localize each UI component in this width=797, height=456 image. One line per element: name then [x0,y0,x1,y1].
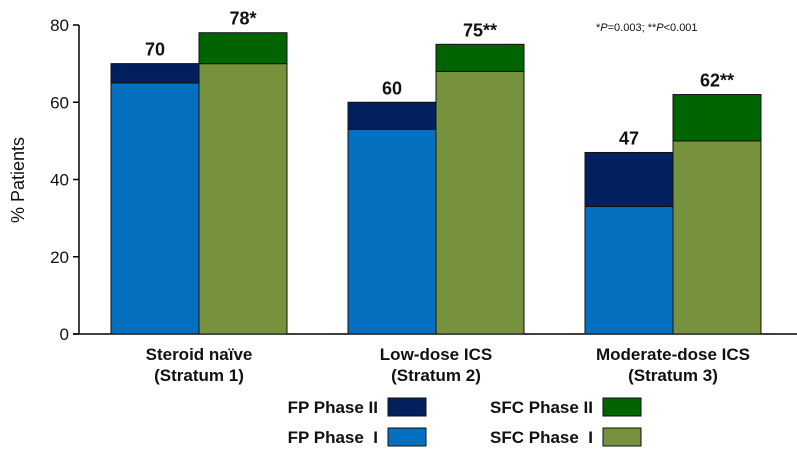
bar-segment-sfc-phase-i [198,63,288,335]
legend-label: FP Phase I [288,428,378,447]
bar-segment-sfc-phase-ii [198,32,288,65]
y-tick-label: 20 [50,248,69,267]
category-label: (Stratum 2) [391,366,481,385]
category-label: Steroid naïve [146,345,253,364]
bars [110,32,762,335]
bar-segment-fp-phase-i [347,128,437,335]
legend-swatch [387,427,427,447]
category-label: (Stratum 1) [154,366,244,385]
bar-segment-fp-phase-ii [110,63,200,84]
bar-segment-fp-phase-i [110,82,200,335]
category-label: Low-dose ICS [380,345,492,364]
total-label: 62** [700,71,734,91]
legend-swatch [602,397,642,417]
category-labels: Steroid naïve (Stratum 1) Low-dose ICS (Str… [146,345,750,385]
category-label: (Stratum 3) [628,366,718,385]
total-label: 47 [619,128,639,148]
bar-segment-sfc-phase-ii [435,43,525,72]
legend-label: SFC Phase I [490,428,593,447]
bar-segment-sfc-phase-i [435,70,525,335]
legend-swatch [602,427,642,447]
total-label: 75** [463,20,497,40]
legend: FP Phase II SFC Phase II FP Phase I SFC Pha… [288,397,642,447]
legend-swatch [387,397,427,417]
data-labels: 70 78* 60 75** 47 62** [145,9,734,149]
y-tick-label: 80 [50,16,69,35]
legend-label: FP Phase II [288,398,378,417]
bar-segment-fp-phase-i [584,206,674,335]
y-tick-label: 0 [60,325,69,344]
bar-segment-sfc-phase-i [672,140,762,335]
bar-segment-sfc-phase-ii [672,94,762,142]
y-axis-label: % Patients [8,137,28,223]
y-tick-label: 60 [50,93,69,112]
significance-annotation: *P=0.003; **P<0.001 [596,22,698,34]
bar-segment-fp-phase-ii [584,151,674,208]
category-label: Moderate-dose ICS [596,345,750,364]
total-label: 60 [382,78,402,98]
total-label: 70 [145,40,165,60]
total-label: 78* [229,9,256,29]
y-tick-label: 40 [50,171,69,190]
bar-segment-fp-phase-ii [347,101,437,130]
legend-label: SFC Phase II [490,398,593,417]
